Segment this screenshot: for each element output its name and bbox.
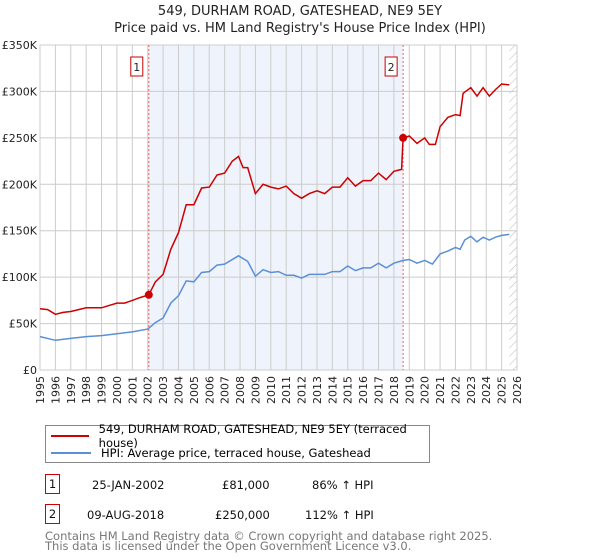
x-tick-label: 1997 xyxy=(65,376,78,404)
transaction-date: 09-AUG-2018 xyxy=(87,508,165,522)
sale-label: 1 xyxy=(133,61,140,74)
chart-subtitle: Price paid vs. HM Land Registry's House … xyxy=(114,21,486,36)
price-chart: 1995 1996 1997 1998 1999 2000 2001 2002 2003 2004… xyxy=(2,39,524,404)
footer-line: This data is licensed under the Open Gov… xyxy=(45,539,412,553)
x-tick-label: 2013 xyxy=(311,376,324,404)
x-tick-label: 2009 xyxy=(249,376,262,404)
x-tick-label: 2022 xyxy=(449,376,462,404)
shaded-region xyxy=(148,45,404,370)
sale-point xyxy=(144,290,153,299)
y-tick-label: £350K xyxy=(2,39,38,52)
y-tick-label: £200K xyxy=(2,178,38,191)
x-tick-label: 2002 xyxy=(142,376,155,404)
x-tick-label: 1998 xyxy=(80,376,93,404)
x-tick-label: 2004 xyxy=(172,376,185,404)
sale-label-box xyxy=(130,56,144,77)
x-tick-label: 2026 xyxy=(511,376,524,404)
x-tick-label: 2016 xyxy=(357,376,370,404)
footer: Contains HM Land Registry data © Crown c… xyxy=(45,529,493,553)
transaction-price: £81,000 xyxy=(222,478,270,492)
x-tick-label: 2003 xyxy=(157,376,170,404)
hpi-line xyxy=(39,233,510,342)
legend-label: HPI: Average price, terraced house, Gate… xyxy=(101,446,371,460)
legend-item-hpi: HPI: Average price, terraced house, Gate… xyxy=(51,446,371,460)
x-tick-label: 2024 xyxy=(480,376,493,404)
x-tick-label: 2015 xyxy=(342,376,355,404)
y-tick-label: £250K xyxy=(2,132,38,145)
x-tick-label: 2006 xyxy=(203,376,216,404)
x-tick-label: 2008 xyxy=(234,376,247,404)
y-tick-label: £50K xyxy=(9,318,38,331)
x-tick-label: 2023 xyxy=(465,376,478,404)
x-tick-label: 1996 xyxy=(49,376,62,404)
x-tick-label: 2017 xyxy=(373,376,386,404)
x-tick-label: 2012 xyxy=(296,376,309,404)
transaction-price: £250,000 xyxy=(215,508,270,522)
forecast-hatch xyxy=(509,45,517,370)
x-tick-label: 1995 xyxy=(34,376,47,404)
y-tick-label: £300K xyxy=(2,85,38,98)
x-tick-label: 2011 xyxy=(280,376,293,404)
sale-label: 2 xyxy=(388,61,395,74)
x-tick-label: 2020 xyxy=(419,376,432,404)
y-tick-label: £100K xyxy=(2,271,38,284)
legend-item-property: 549, DURHAM ROAD, GATESHEAD, NE9 5EY (te… xyxy=(51,422,429,450)
sale-label-box xyxy=(384,56,398,77)
x-tick-label: 2019 xyxy=(403,376,416,404)
transaction-marker: 2 xyxy=(45,504,60,524)
x-tick-label: 2001 xyxy=(126,376,139,404)
footer-line: Contains HM Land Registry data © Crown c… xyxy=(45,529,493,543)
chart-title: 549, DURHAM ROAD, GATESHEAD, NE9 5EY xyxy=(157,4,443,19)
property-price-line xyxy=(39,83,510,316)
x-tick-label: 2025 xyxy=(496,376,509,404)
legend: 549, DURHAM ROAD, GATESHEAD, NE9 5EY (te… xyxy=(45,422,430,463)
x-tick-label: 2010 xyxy=(265,376,278,404)
x-tick-label: 2014 xyxy=(326,376,339,404)
x-tick-label: 2018 xyxy=(388,376,401,404)
plot-frame xyxy=(39,44,518,371)
transaction-marker: 1 xyxy=(45,474,60,494)
transaction-date: 25-JAN-2002 xyxy=(92,478,165,492)
x-tick-label: 1999 xyxy=(96,376,109,404)
y-tick-label: £150K xyxy=(2,225,38,238)
y-tick-label: £0 xyxy=(23,364,37,377)
legend-label: 549, DURHAM ROAD, GATESHEAD, NE9 5EY (te… xyxy=(98,422,407,450)
transaction-hpi: 112% ↑ HPI xyxy=(305,508,374,522)
x-tick-label: 2007 xyxy=(219,376,232,404)
x-tick-label: 2005 xyxy=(188,376,201,404)
x-tick-label: 2000 xyxy=(111,376,124,404)
x-tick-label: 2021 xyxy=(434,376,447,404)
transaction-hpi: 86% ↑ HPI xyxy=(312,478,374,492)
sale-point xyxy=(399,133,408,142)
